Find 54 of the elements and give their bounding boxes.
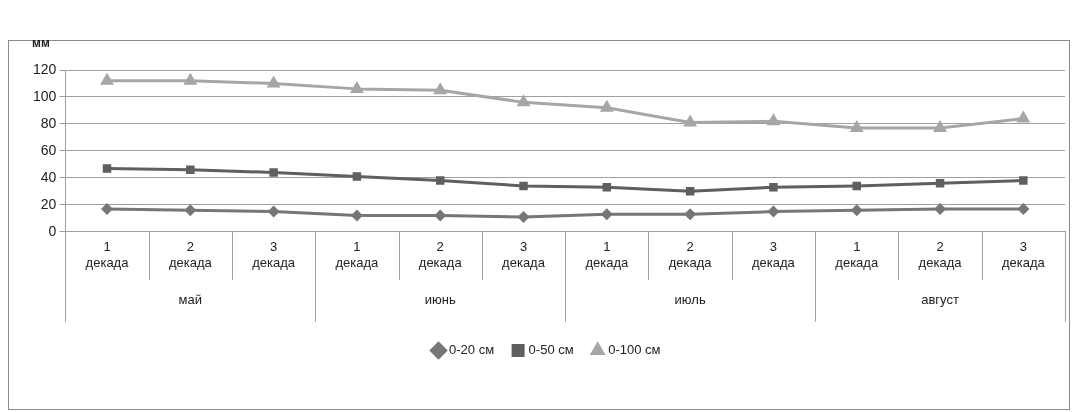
point	[186, 165, 195, 175]
x-tick-label: 2 декада	[168, 239, 213, 270]
text: июнь	[424, 292, 456, 308]
y-tick-label: 20	[40, 195, 57, 212]
point	[517, 210, 530, 223]
point	[1017, 202, 1030, 215]
point	[102, 164, 112, 173]
point	[269, 168, 278, 177]
y-tick-label: 80	[40, 114, 57, 131]
point	[935, 179, 945, 188]
point	[435, 176, 445, 185]
point	[183, 72, 198, 85]
x-tick-label: 2 декада	[418, 239, 463, 270]
x-tick-label: 3 декада	[752, 239, 796, 270]
point	[933, 119, 947, 132]
point	[433, 82, 448, 95]
x-tick-label: 3 декада	[1001, 239, 1046, 270]
x-tick-label: 1 декада	[585, 239, 630, 270]
point	[685, 187, 695, 196]
point	[602, 183, 612, 192]
legend-label: 0-20 см	[449, 342, 495, 358]
x-tick-label: 3 декада	[502, 239, 546, 270]
x-tick-label: 3 декада	[252, 239, 296, 270]
y-tick-label: 120	[33, 60, 57, 77]
y-tick-label: 0	[48, 222, 57, 239]
y-tick-label: 100	[33, 87, 57, 104]
x-tick-label: 1 декада	[85, 239, 130, 270]
point	[849, 119, 864, 132]
x-tick-label: 2 декада	[668, 239, 713, 270]
y-axis-title: мм	[32, 36, 50, 51]
y-tick-label: 60	[40, 141, 57, 158]
point	[1019, 176, 1028, 185]
x-tick-label: 2 декада	[918, 239, 963, 270]
point	[100, 72, 114, 85]
x-tick-label: 1 декада	[335, 239, 380, 270]
y-tick-label: 40	[40, 168, 57, 185]
point	[769, 183, 778, 192]
text: май	[178, 292, 203, 308]
text: июль	[674, 292, 706, 308]
point	[349, 80, 364, 93]
point	[516, 94, 531, 107]
point	[350, 209, 363, 222]
point	[352, 172, 362, 181]
x-tick-label: 1 декада	[835, 239, 879, 270]
point	[599, 99, 614, 112]
legend-label: 0-100 см	[608, 342, 661, 358]
point	[852, 181, 861, 191]
point	[766, 113, 781, 126]
point	[683, 114, 698, 127]
text: август	[921, 292, 959, 308]
legend-label: 0-50 см	[528, 342, 574, 358]
point	[266, 75, 281, 88]
point	[1016, 110, 1031, 123]
point	[519, 181, 528, 191]
